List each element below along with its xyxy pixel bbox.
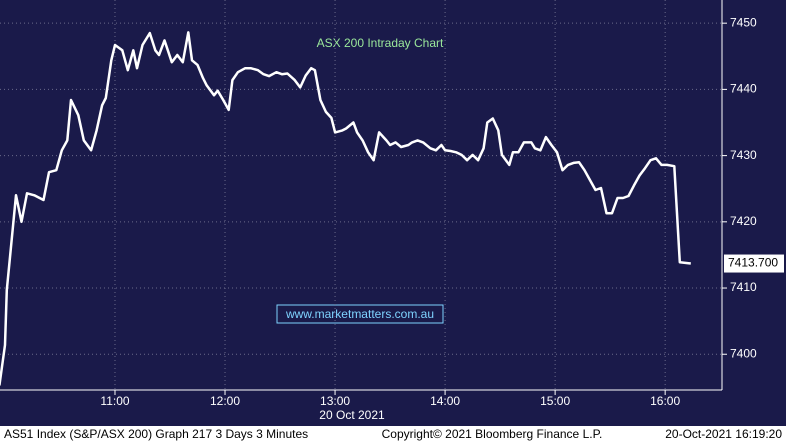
x-tick-label: 13:00 xyxy=(320,394,350,408)
last-price-label: 7413.700 xyxy=(728,256,778,270)
y-tick-label: 7410 xyxy=(730,280,757,294)
price-line xyxy=(0,31,691,386)
x-tick-label: 14:00 xyxy=(430,394,460,408)
x-tick-label: 15:00 xyxy=(540,394,570,408)
footer-left: AS51 Index (S&P/ASX 200) Graph 217 3 Day… xyxy=(4,427,308,441)
x-tick-label: 16:00 xyxy=(650,394,680,408)
x-axis-label: 20 Oct 2021 xyxy=(319,408,385,422)
x-tick-label: 11:00 xyxy=(100,394,129,408)
y-tick-label: 7450 xyxy=(730,15,757,29)
background xyxy=(0,0,786,426)
watermark-box xyxy=(276,304,444,324)
y-tick-label: 7430 xyxy=(730,148,757,162)
footer-center: Copyright© 2021 Bloomberg Finance L.P. xyxy=(382,427,603,441)
footer-band xyxy=(0,426,786,443)
y-tick-label: 7440 xyxy=(730,82,757,96)
footer-right: 20-Oct-2021 16:19:20 xyxy=(665,427,782,441)
y-tick-label: 7420 xyxy=(730,214,757,228)
watermark: www.marketmatters.com.au xyxy=(285,307,434,321)
x-tick-label: 12:00 xyxy=(210,394,240,408)
last-price-box xyxy=(724,254,784,273)
chart-title: ASX 200 Intraday Chart xyxy=(317,36,444,50)
y-tick-label: 7400 xyxy=(730,346,757,360)
